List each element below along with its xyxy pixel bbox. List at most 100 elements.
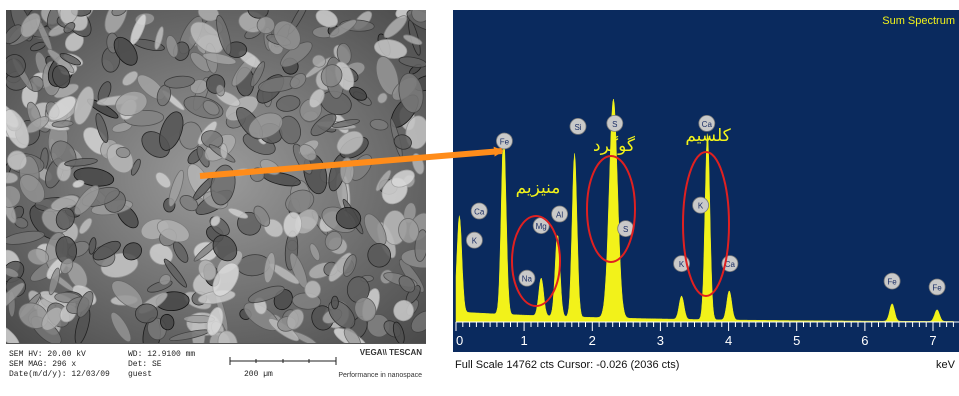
sem-flake: [324, 230, 343, 251]
sem-flake: [256, 16, 276, 35]
sem-flake: [263, 252, 276, 284]
tescan-logo: VEGA\\ TESCAN: [359, 348, 422, 357]
sem-flake: [374, 39, 408, 59]
sem-flake: [135, 303, 158, 324]
sem-flake: [342, 254, 357, 277]
sem-flake: [168, 169, 184, 207]
x-tick-label: 2: [589, 333, 596, 348]
sem-flake: [398, 56, 426, 68]
sem-flake: [320, 64, 343, 88]
sem-flake: [403, 34, 423, 46]
element-marker-dot: [496, 132, 513, 150]
sem-image-panel: SEM HV: 20.00 kV SEM MAG: 296 x Date(m/d…: [6, 10, 426, 388]
sem-flake: [92, 240, 121, 261]
sem-flake: [48, 95, 77, 121]
sem-flake: [354, 297, 377, 322]
sem-flake: [253, 205, 271, 227]
sem-flake: [6, 230, 45, 245]
sem-flake: [308, 88, 325, 109]
element-marker: Na: [518, 269, 536, 287]
eds-spectrum-chart: Sum Spectrum 0 1 2 3 4 5 6 7 Ca K Fe Mg Na Al Si S S K K C…: [453, 10, 959, 378]
element-marker: Mg: [532, 217, 550, 235]
sem-flake: [179, 195, 199, 212]
sem-micrograph: [6, 10, 426, 343]
sem-flake: [315, 10, 338, 28]
element-marker: K: [673, 255, 691, 273]
sem-flake: [20, 12, 41, 38]
sem-flake: [115, 146, 131, 159]
sem-flake: [160, 313, 175, 331]
sem-flake: [202, 100, 220, 116]
sem-flake: [206, 306, 224, 337]
sem-flake: [289, 73, 307, 89]
sem-flake: [95, 113, 109, 143]
sem-flake: [398, 72, 424, 114]
sem-flake: [163, 258, 188, 288]
chart-title: Sum Spectrum: [882, 15, 955, 27]
element-marker-dot: [928, 278, 946, 296]
sem-flake: [190, 21, 224, 54]
sem-flake: [212, 262, 240, 297]
element-marker-label: Na: [522, 275, 533, 284]
sem-flake: [64, 158, 98, 167]
x-tick-label: 4: [725, 333, 732, 348]
sem-texture: [6, 10, 426, 343]
sem-flake: [59, 10, 79, 25]
sem-flake: [247, 285, 285, 303]
element-marker-label: Si: [574, 123, 581, 132]
element-marker-label: Al: [556, 211, 563, 220]
sem-flake: [283, 211, 303, 238]
sem-flake: [6, 54, 26, 78]
sem-flake: [52, 65, 71, 89]
sem-flake: [122, 70, 139, 86]
element-marker-dot: [606, 115, 624, 132]
element-marker-dot: [465, 231, 483, 249]
sem-det: Det: SE: [128, 360, 162, 369]
sem-flake: [392, 321, 405, 343]
sem-flake: [6, 172, 19, 184]
element-marker: K: [465, 231, 483, 249]
element-marker: Ca: [470, 202, 488, 220]
sem-flake: [78, 217, 93, 235]
sem-mag: SEM MAG: 296 x: [9, 360, 77, 369]
x-tick-label: 3: [657, 333, 664, 348]
sem-flake: [367, 243, 392, 268]
sem-flake: [165, 35, 179, 58]
x-unit-label: keV: [936, 359, 956, 371]
sem-user: guest: [128, 370, 153, 379]
element-marker-label: K: [472, 237, 478, 246]
element-marker-label: Mg: [536, 222, 547, 231]
sem-flake: [27, 248, 49, 266]
element-marker-label: S: [612, 120, 617, 129]
sem-flake: [411, 10, 426, 23]
sem-hv: SEM HV: 20.00 kV: [9, 350, 86, 359]
sem-flake: [19, 174, 46, 204]
sem-flake: [6, 282, 25, 312]
element-marker: Al: [551, 205, 568, 223]
spectrum-footer: Full Scale 14762 cts Cursor: -0.026 (203…: [455, 359, 679, 371]
sem-flake: [6, 185, 21, 208]
sem-flake: [164, 75, 195, 89]
sem-flake: [63, 22, 76, 34]
sem-flake: [383, 15, 408, 39]
sem-flake: [159, 111, 184, 151]
element-marker-dot: [470, 202, 488, 220]
sem-flake: [343, 327, 361, 343]
sem-flake: [55, 207, 75, 230]
element-marker-label: K: [698, 202, 704, 211]
x-tick-label: 7: [929, 333, 936, 348]
sem-flake: [154, 26, 164, 50]
sem-flake: [414, 229, 426, 262]
sem-flake: [198, 259, 217, 281]
element-marker: Ca: [698, 115, 716, 132]
sem-flake: [56, 161, 72, 182]
x-tick-label: 0: [456, 333, 463, 348]
sem-flake: [6, 195, 17, 224]
sem-flake: [60, 257, 74, 275]
x-tick-label: 6: [861, 333, 868, 348]
sem-flake: [48, 267, 60, 296]
sem-flake: [369, 118, 389, 131]
sem-flake: [210, 215, 221, 227]
sem-date: Date(m/d/y): 12/03/09: [9, 370, 110, 379]
sem-flake: [227, 207, 249, 219]
